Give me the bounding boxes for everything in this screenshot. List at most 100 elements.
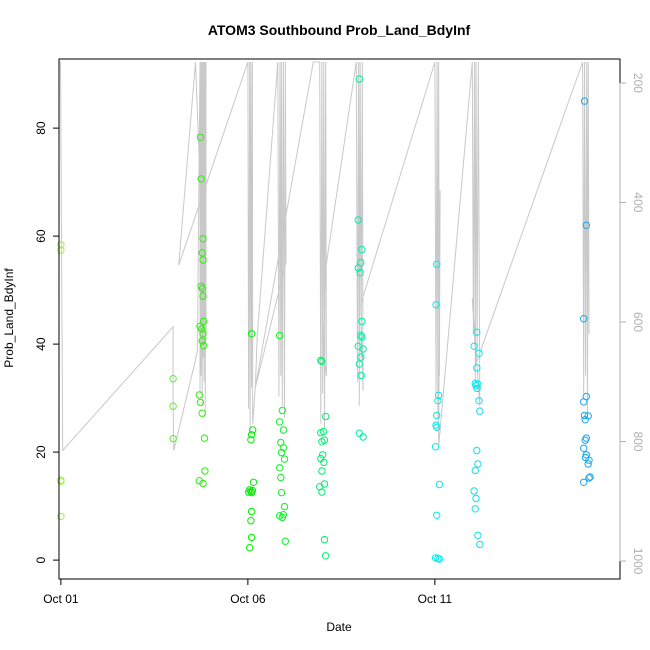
data-point [277,448,286,457]
data-point [279,426,288,434]
data-point [198,337,206,345]
data-point [354,264,362,272]
data-point [199,256,207,264]
data-point [581,416,589,424]
data-point [278,406,286,415]
data-point [320,535,329,544]
data-point [471,505,479,513]
data-point [318,488,326,496]
data-point [244,488,253,496]
data-point [474,460,482,468]
data-point [585,474,593,482]
data-point [357,353,365,361]
data-point [475,397,483,405]
data-point [473,364,481,372]
plot-frame [58,58,621,580]
data-point [320,458,328,467]
y-axis-left: 0 20 40 60 80 [34,121,60,563]
data-point [198,284,206,293]
data-point [320,480,329,488]
data-point [580,444,588,452]
y-tick-label: 20 [34,445,48,459]
data-point [355,360,363,368]
data-point [276,418,284,426]
data-point [358,245,366,254]
data-point [580,411,589,420]
data-point [473,328,481,336]
data-point [471,466,479,475]
y-tick-label: 60 [34,229,48,243]
data-point [319,451,327,459]
y2-tick-label: 200 [631,73,645,93]
data-point [580,315,588,323]
data-point [322,412,330,421]
data-point [354,342,362,350]
data-point [472,494,480,503]
data-point [473,384,481,393]
data-point [277,488,286,497]
data-point [475,349,483,357]
data-point [247,436,255,444]
data-point [474,380,482,388]
data-point [582,221,590,230]
scatter-points [57,75,594,563]
data-point [277,473,285,482]
data-point [358,317,366,326]
data-point [476,407,484,415]
data-point [57,246,65,254]
data-point [248,486,257,495]
data-point [169,375,177,383]
data-point [169,402,177,410]
data-point [580,398,588,406]
data-point [199,330,207,338]
data-point [276,331,284,340]
data-point [318,438,326,446]
data-point [169,434,177,443]
data-point [355,75,363,83]
y-tick-label: 80 [34,121,48,135]
data-point [276,464,284,472]
data-point [197,325,206,333]
data-point [322,552,330,560]
data-point [431,443,440,451]
data-point [476,540,484,549]
data-point [201,467,209,475]
y-axis-right: 200 400 600 800 1000 [619,73,645,575]
x-axis-label: Date [326,620,352,634]
data-point [585,456,593,464]
gray-line-series [60,61,590,452]
data-point [435,480,444,489]
data-point [317,356,325,364]
y2-tick-label: 400 [631,192,645,212]
data-point [357,331,365,340]
y-tick-label: 40 [34,337,48,351]
data-point [580,478,588,486]
data-point [318,467,326,475]
data-point [434,391,443,400]
data-point [357,371,365,380]
data-point [434,397,442,405]
data-point [195,391,204,399]
data-point [433,260,441,268]
data-point [249,426,257,434]
y-tick-label: 0 [34,556,48,563]
data-point [200,434,209,442]
data-point [359,433,367,441]
data-point [433,511,441,519]
data-point [359,345,367,353]
data-point [433,411,441,420]
data-point [318,357,326,366]
x-axis: Oct 01 Oct 06 Oct 11 [43,578,452,606]
data-point [199,235,207,243]
data-point [432,301,440,309]
data-point [319,427,328,436]
data-point [57,477,65,485]
y2-tick-label: 800 [631,432,645,452]
data-point [586,473,594,481]
data-point [473,446,481,455]
data-point [196,398,205,407]
data-point [435,555,444,563]
data-point [580,97,589,105]
data-point [474,531,482,539]
